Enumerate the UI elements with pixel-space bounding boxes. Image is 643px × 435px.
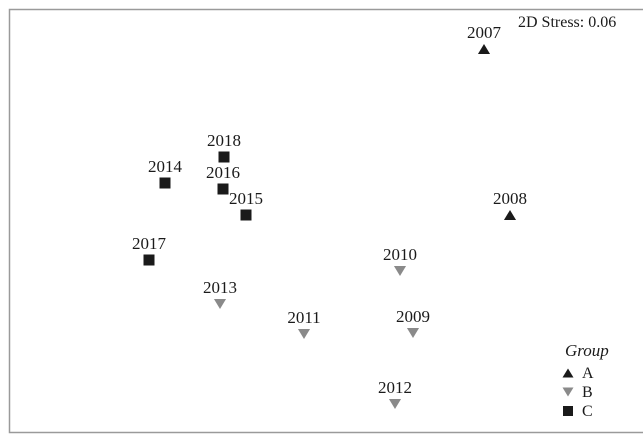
- point-B-2012: [388, 399, 402, 409]
- point-A-2007: [477, 44, 491, 54]
- point-C-2014: [159, 177, 171, 189]
- legend-label-B: B: [582, 384, 593, 401]
- legend-items: ABC: [562, 365, 594, 420]
- point-label-2012: 2012: [378, 378, 412, 397]
- legend-label-A: A: [582, 365, 594, 382]
- point-B-2011: [297, 329, 311, 339]
- point-label-2007: 2007: [467, 23, 502, 42]
- legend-label-C: C: [582, 403, 593, 420]
- legend-marker-C: [563, 406, 573, 416]
- point-C-2017: [143, 254, 155, 266]
- legend: Group ABC: [562, 341, 609, 420]
- point-label-2015: 2015: [229, 189, 263, 208]
- point-label-2014: 2014: [148, 157, 183, 176]
- point-B-2013: [213, 299, 227, 309]
- stress-annotation: 2D Stress: 0.06: [518, 14, 616, 31]
- point-B-2009: [406, 328, 420, 338]
- point-label-2018: 2018: [207, 131, 241, 150]
- point-A-2008: [503, 210, 517, 220]
- point-label-2009: 2009: [396, 307, 430, 326]
- point-C-2018: [218, 151, 230, 163]
- point-C-2015: [240, 209, 252, 221]
- point-label-2013: 2013: [203, 278, 237, 297]
- legend-marker-A: [562, 368, 574, 378]
- point-label-2016: 2016: [206, 163, 240, 182]
- point-B-2010: [393, 266, 407, 276]
- point-C-2016: [217, 183, 229, 195]
- points-layer: 2007 2008 2010 2013 2011 2009 2012 2018 2014 2016…: [132, 23, 527, 409]
- point-label-2017: 2017: [132, 234, 167, 253]
- point-label-2011: 2011: [287, 308, 320, 327]
- point-label-2008: 2008: [493, 189, 527, 208]
- legend-title: Group: [565, 341, 609, 360]
- legend-marker-B: [562, 387, 574, 397]
- point-label-2010: 2010: [383, 245, 417, 264]
- plot-frame: [8, 8, 643, 434]
